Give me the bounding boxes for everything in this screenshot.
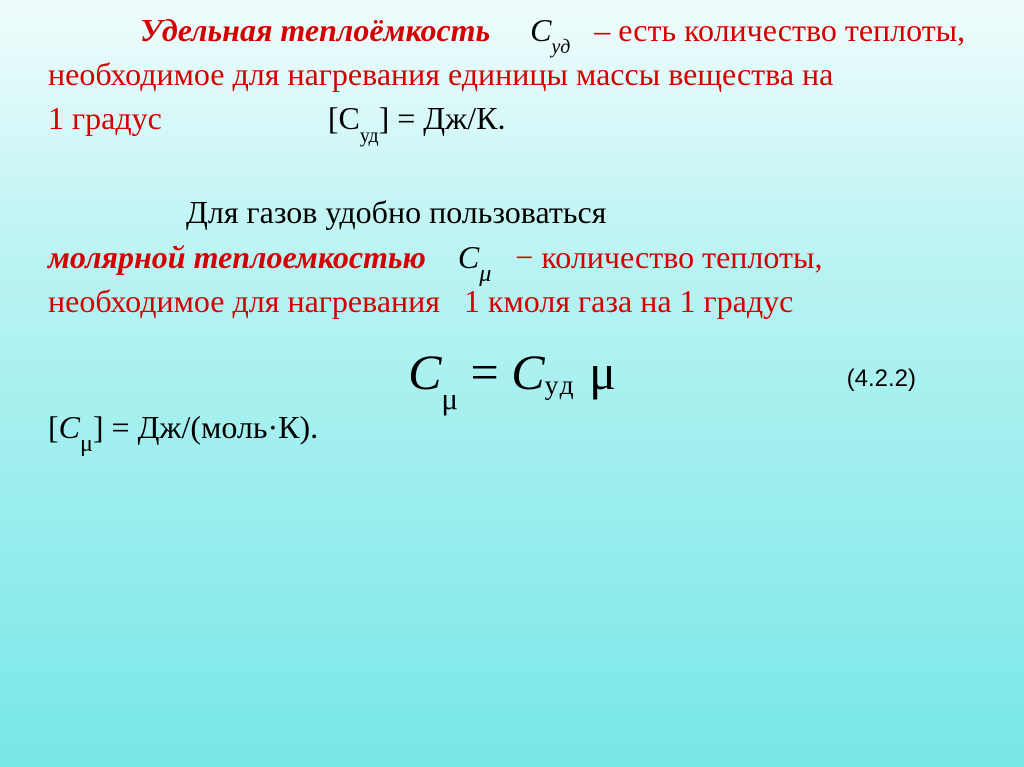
unit-c-mu: [Сμ] = Дж/(моль·К).: [48, 409, 976, 446]
def1-line4-left: 1 градус: [48, 100, 162, 136]
equation-number: (4.2.2): [847, 365, 916, 393]
symbol-c-mu: Сμ: [458, 239, 491, 275]
unit-c-ud: [Суд] = Дж/К.: [328, 100, 506, 136]
equation-main: Cμ = Cуд μ: [408, 343, 616, 401]
def2-intro: Для газов удобно пользоваться: [186, 194, 606, 230]
symbol-c-ud: Суд: [530, 12, 570, 48]
term-specific-heat: Удельная теплоёмкость: [140, 12, 490, 48]
term-molar-heat: молярной теплоемкостью: [48, 239, 426, 275]
definition-specific-heat: Удельная теплоёмкость Суд – есть количес…: [48, 8, 976, 140]
equation-row: Cμ = Cуд μ (4.2.2): [48, 343, 976, 401]
def2-rest2: 1 кмоля газа на 1 градус: [464, 283, 793, 319]
definition-molar-heat: Для газов удобно пользоваться молярной т…: [48, 190, 976, 322]
